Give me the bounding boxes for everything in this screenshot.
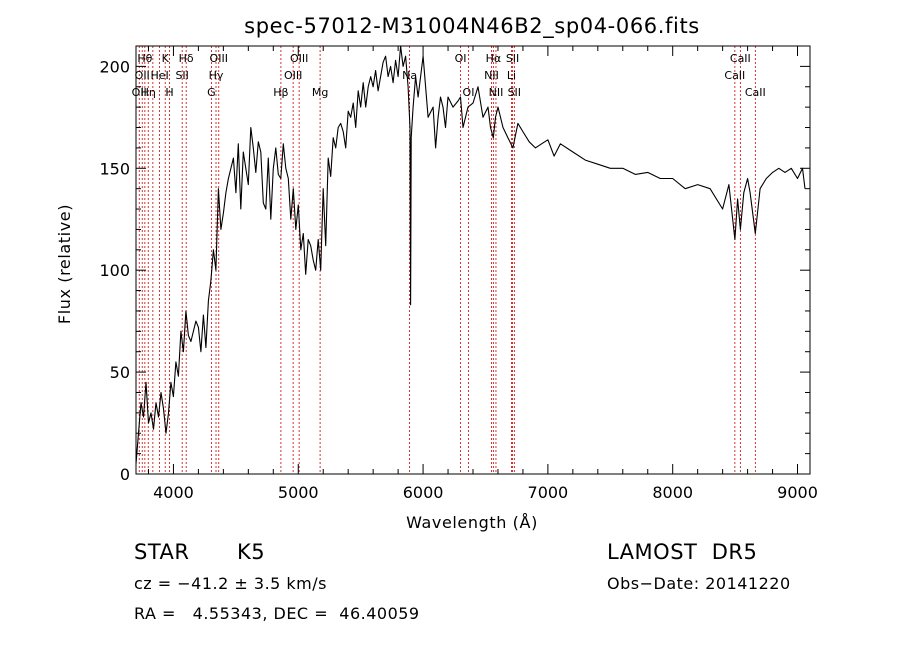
spectral-marker-label: SII — [508, 86, 521, 99]
y-tick-label: 0 — [120, 465, 130, 484]
spectral-marker-label: Hθ — [137, 52, 152, 65]
spectral-marker-label: CaII — [730, 52, 751, 65]
x-tick-label: 4000 — [153, 483, 194, 502]
spectral-marker-label: CaII — [745, 86, 766, 99]
y-tick-label: 150 — [99, 159, 130, 178]
y-tick-label: 200 — [99, 57, 130, 76]
spectral-marker-label: HeI — [150, 69, 168, 82]
x-axis-label: Wavelength (Å) — [406, 513, 538, 532]
x-tick-label: 5000 — [278, 483, 319, 502]
spectral-marker-label: OII — [132, 86, 147, 99]
spectral-marker-label: Li — [507, 69, 516, 82]
object-class: STAR — [134, 540, 190, 564]
observation-date: Obs−Date: 20141220 — [607, 574, 791, 593]
spectral-marker-label: Mg — [312, 86, 328, 99]
spectral-marker-label: G — [207, 86, 216, 99]
plot-frame — [135, 45, 811, 475]
spectral-marker-label: SII — [506, 52, 519, 65]
spectral-marker-label: OII — [135, 69, 150, 82]
y-tick-label: 50 — [110, 363, 130, 382]
spectral-marker-label: OIII — [290, 52, 308, 65]
y-tick-label: 100 — [99, 261, 130, 280]
chart-title: spec-57012-M31004N46B2_sp04-066.fits — [244, 14, 700, 39]
marker-labels: OIIOIIHθHηHeIKHSIIHδGHγOIIIHβOIIIOIIIMgN… — [132, 52, 766, 99]
spectral-marker-label: CaII — [724, 69, 745, 82]
spectral-marker-label: Na — [402, 69, 417, 82]
spectral-marker-label: Hη — [141, 86, 156, 99]
survey-label: LAMOST DR5 — [607, 540, 758, 564]
spectral-marker-label: NII — [484, 69, 499, 82]
spectral-marker-label: Hα — [486, 52, 502, 65]
x-tick-label: 9000 — [777, 483, 818, 502]
spectral-marker-label: K — [162, 52, 170, 65]
x-tick-label: 7000 — [528, 483, 569, 502]
spectral-marker-label: OI — [455, 52, 467, 65]
x-tick-label: 6000 — [403, 483, 444, 502]
spectral-marker-label: Hβ — [273, 86, 288, 99]
x-axis-ticks: 4000 5000 6000 7000 8000 9000 — [147, 46, 818, 502]
spectral-marker-label: H — [165, 86, 173, 99]
coordinates: RA = 4.55343, DEC = 46.40059 — [134, 604, 420, 623]
spectral-marker-label: OI — [463, 86, 475, 99]
spectral-marker-label: Hδ — [179, 52, 194, 65]
spectral-marker-label: OIII — [284, 69, 302, 82]
x-tick-label: 8000 — [652, 483, 693, 502]
y-axis-ticks: 0 50 100 150 200 — [99, 45, 810, 484]
spectral-marker-label: Hγ — [209, 69, 224, 82]
redshift-cz: cz = −41.2 ± 3.5 km/s — [134, 574, 327, 593]
y-axis-label: Flux (relative) — [55, 204, 74, 324]
spectral-marker-label: SII — [175, 69, 188, 82]
spectral-marker-label: OIII — [210, 52, 228, 65]
spectrum-line — [135, 45, 806, 464]
spectral-marker-label: NII — [489, 86, 504, 99]
object-subclass: K5 — [237, 540, 266, 564]
